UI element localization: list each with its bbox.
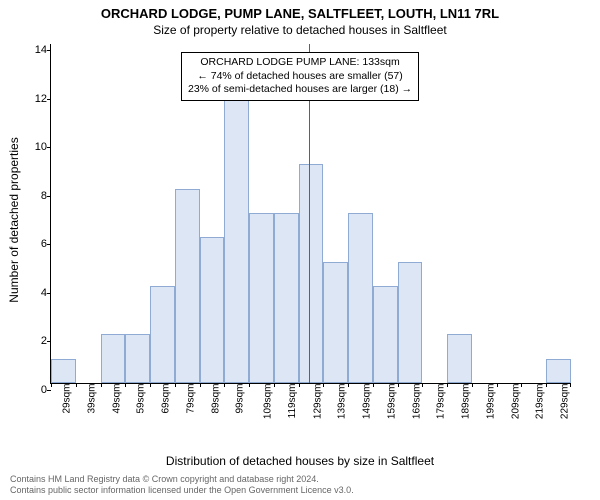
footer-line-1: Contains HM Land Registry data © Crown c…	[10, 474, 354, 485]
x-tick-mark	[150, 383, 151, 387]
annotation-line-2: ← 74% of detached houses are smaller (57…	[188, 70, 412, 84]
histogram-bar	[546, 359, 571, 383]
annotation-line-1: ORCHARD LODGE PUMP LANE: 133sqm	[188, 56, 412, 70]
histogram-bar	[323, 262, 348, 383]
footer-attribution: Contains HM Land Registry data © Crown c…	[10, 474, 354, 497]
y-tick: 6	[21, 238, 47, 250]
histogram-bar	[348, 213, 373, 383]
x-tick-mark	[398, 383, 399, 387]
x-tick-mark	[521, 383, 522, 387]
y-tick: 8	[21, 190, 47, 202]
x-tick-label: 219sqm	[535, 384, 546, 420]
histogram-bar	[274, 213, 299, 383]
histogram-bar	[398, 262, 423, 383]
x-tick-mark	[323, 383, 324, 387]
x-tick-mark	[497, 383, 498, 387]
x-tick-mark	[447, 383, 448, 387]
x-tick-label: 159sqm	[386, 384, 397, 420]
x-tick-label: 149sqm	[361, 384, 372, 420]
y-tick: 12	[21, 93, 47, 105]
x-tick-mark	[570, 383, 571, 387]
y-tick: 2	[21, 335, 47, 347]
x-tick-mark	[546, 383, 547, 387]
x-tick-mark	[472, 383, 473, 387]
x-tick-label: 59sqm	[136, 384, 147, 414]
x-tick-label: 119sqm	[287, 384, 298, 419]
histogram-bar	[224, 92, 249, 383]
annotation-line-3: 23% of semi-detached houses are larger (…	[188, 83, 412, 97]
x-tick-mark	[76, 383, 77, 387]
page-title: ORCHARD LODGE, PUMP LANE, SALTFLEET, LOU…	[0, 6, 600, 21]
histogram-plot: 0246810121429sqm39sqm49sqm59sqm69sqm79sq…	[50, 44, 570, 384]
histogram-bar	[249, 213, 274, 383]
x-tick-label: 199sqm	[485, 384, 496, 420]
x-tick-label: 169sqm	[411, 384, 422, 420]
histogram-bar	[150, 286, 175, 383]
x-tick-mark	[51, 383, 52, 387]
y-axis-label: Number of detached properties	[7, 137, 21, 302]
x-tick-label: 29sqm	[62, 384, 73, 414]
x-axis-label: Distribution of detached houses by size …	[166, 454, 434, 468]
x-tick-mark	[224, 383, 225, 387]
x-tick-label: 139sqm	[337, 384, 348, 420]
x-tick-mark	[348, 383, 349, 387]
histogram-bar	[125, 334, 150, 383]
histogram-bar	[299, 164, 324, 383]
y-tick: 4	[21, 287, 47, 299]
histogram-bar	[373, 286, 398, 383]
page-subtitle: Size of property relative to detached ho…	[0, 23, 600, 37]
x-tick-label: 39sqm	[86, 384, 97, 414]
y-tick: 10	[21, 141, 47, 153]
x-tick-mark	[373, 383, 374, 387]
x-tick-label: 189sqm	[460, 384, 471, 420]
x-tick-label: 49sqm	[111, 384, 122, 414]
x-tick-label: 109sqm	[262, 384, 273, 420]
x-tick-label: 179sqm	[436, 384, 447, 420]
x-tick-label: 89sqm	[210, 384, 221, 414]
x-tick-label: 229sqm	[560, 384, 571, 420]
x-tick-mark	[422, 383, 423, 387]
x-tick-label: 209sqm	[510, 384, 521, 420]
chart-area: 0246810121429sqm39sqm49sqm59sqm69sqm79sq…	[50, 44, 570, 424]
footer-line-2: Contains public sector information licen…	[10, 485, 354, 496]
x-tick-label: 129sqm	[312, 384, 323, 420]
x-tick-mark	[200, 383, 201, 387]
x-tick-mark	[175, 383, 176, 387]
x-tick-mark	[101, 383, 102, 387]
y-tick: 0	[21, 384, 47, 396]
marker-annotation: ORCHARD LODGE PUMP LANE: 133sqm ← 74% of…	[181, 52, 419, 101]
x-tick-mark	[299, 383, 300, 387]
y-tick: 14	[21, 44, 47, 56]
x-tick-mark	[125, 383, 126, 387]
x-tick-label: 69sqm	[161, 384, 172, 414]
x-tick-mark	[249, 383, 250, 387]
histogram-bar	[200, 237, 225, 383]
x-tick-label: 99sqm	[235, 384, 246, 414]
histogram-bar	[447, 334, 472, 383]
x-tick-label: 79sqm	[185, 384, 196, 414]
x-tick-mark	[274, 383, 275, 387]
histogram-bar	[51, 359, 76, 383]
histogram-bar	[101, 334, 126, 383]
histogram-bar	[175, 189, 200, 383]
